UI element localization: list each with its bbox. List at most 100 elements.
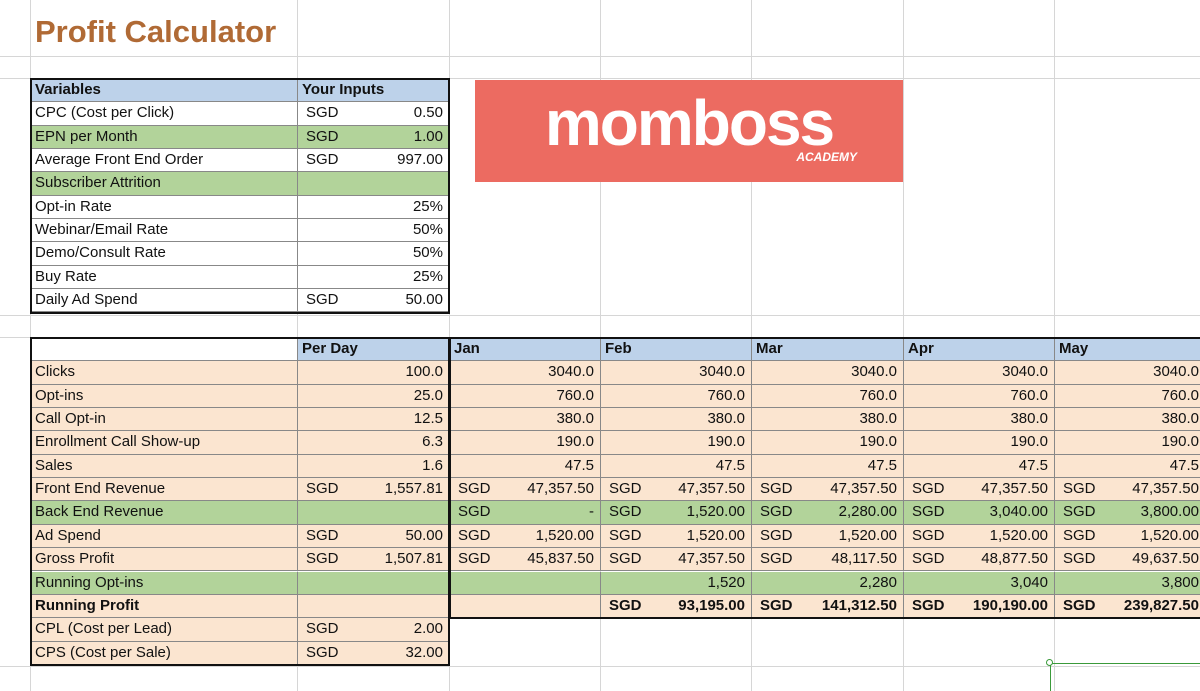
data-cell[interactable]: 380.0	[752, 408, 904, 432]
data-cell[interactable]: SGD 1,520.00	[601, 524, 752, 549]
data-cell[interactable]: SGD 2,280.00	[752, 501, 904, 525]
data-cell[interactable]: SGD 1,520.00	[752, 524, 904, 549]
data-cell[interactable]: 47.5	[601, 454, 752, 479]
data-cell[interactable]: SGD 3,040.00	[904, 501, 1055, 525]
data-cell[interactable]: 47.5	[904, 454, 1055, 479]
row-label: Front End Revenue	[31, 478, 298, 502]
data-cell[interactable]: 760.0	[601, 384, 752, 409]
data-cell[interactable]: 3040.0	[450, 361, 601, 385]
currency-label: SGD	[306, 620, 339, 638]
data-cell[interactable]: 380.0	[450, 408, 601, 432]
data-cell[interactable]: 1,520	[601, 571, 752, 595]
cell-value: 47.5	[1169, 456, 1199, 474]
data-cell[interactable]: SGD 47,357.50	[450, 478, 601, 502]
currency-label: SGD	[609, 550, 642, 568]
data-cell[interactable]: 380.0	[601, 408, 752, 432]
data-cell[interactable]: 47.5	[450, 454, 601, 479]
data-cell[interactable]: 3040.0	[904, 361, 1055, 385]
currency-label: SGD	[306, 550, 339, 568]
data-cell[interactable]: 3040.0	[752, 361, 904, 385]
cell-value: 3,800	[1161, 573, 1199, 591]
variable-input[interactable]: SGD 50.00	[298, 289, 450, 313]
data-cell[interactable]: 2,280	[752, 571, 904, 595]
data-cell[interactable]: SGD 190,190.00	[904, 594, 1055, 619]
selection-handle[interactable]	[1046, 659, 1053, 666]
cell-value: 1,520.00	[535, 526, 594, 544]
data-cell[interactable]: SGD 1,520.00	[450, 524, 601, 549]
data-cell[interactable]: 760.0	[450, 384, 601, 409]
data-cell[interactable]: SGD 48,877.50	[904, 548, 1055, 572]
data-cell[interactable]: SGD 2.00	[298, 618, 450, 642]
data-cell[interactable]: 190.0	[601, 431, 752, 455]
row-label: Running Opt-ins	[31, 571, 298, 595]
cell-value: 760.0	[859, 386, 897, 404]
cell-value: 997.00	[397, 151, 443, 169]
data-cell[interactable]	[450, 571, 601, 595]
data-cell[interactable]: SGD 1,520.00	[904, 524, 1055, 549]
data-cell[interactable]: 3,800	[1055, 571, 1200, 595]
data-cell[interactable]: 760.0	[904, 384, 1055, 409]
variable-input[interactable]: 50%	[298, 219, 450, 243]
data-cell[interactable]: SGD 32.00	[298, 641, 450, 665]
data-cell[interactable]	[298, 594, 450, 619]
data-cell[interactable]: 6.3	[298, 431, 450, 455]
data-cell[interactable]: 3,040	[904, 571, 1055, 595]
data-cell[interactable]: 47.5	[1055, 454, 1200, 479]
data-cell[interactable]: SGD 47,357.50	[904, 478, 1055, 502]
variable-input[interactable]: 25%	[298, 195, 450, 220]
data-cell[interactable]: SGD 141,312.50	[752, 594, 904, 619]
data-cell[interactable]: 25.0	[298, 384, 450, 409]
data-cell[interactable]: 190.0	[904, 431, 1055, 455]
variable-input[interactable]: 25%	[298, 265, 450, 290]
data-cell[interactable]: 190.0	[752, 431, 904, 455]
data-cell[interactable]: 760.0	[752, 384, 904, 409]
data-cell[interactable]: SGD 93,195.00	[601, 594, 752, 619]
data-cell[interactable]: SGD 49,637.50	[1055, 548, 1200, 572]
data-cell[interactable]: 190.0	[450, 431, 601, 455]
cell-value: 1,520.00	[989, 526, 1048, 544]
data-cell[interactable]: 380.0	[904, 408, 1055, 432]
data-cell[interactable]	[298, 501, 450, 525]
data-cell[interactable]: 47.5	[752, 454, 904, 479]
cell-value: 93,195.00	[678, 596, 745, 614]
variable-input[interactable]: SGD 0.50	[298, 102, 450, 126]
data-cell[interactable]: 1.6	[298, 454, 450, 479]
cell-value: 50.00	[405, 291, 443, 309]
variable-input[interactable]	[298, 172, 450, 196]
data-cell[interactable]	[450, 594, 601, 619]
data-cell[interactable]: SGD 1,507.81	[298, 548, 450, 572]
data-cell[interactable]: SGD -	[450, 501, 601, 525]
cell-value: 380.0	[707, 410, 745, 428]
data-cell[interactable]: 190.0	[1055, 431, 1200, 455]
cell-value: 48,117.50	[831, 550, 897, 568]
currency-label: SGD	[609, 480, 642, 498]
variable-input[interactable]: SGD 997.00	[298, 149, 450, 173]
data-cell[interactable]: SGD 45,837.50	[450, 548, 601, 572]
data-cell[interactable]: SGD 47,357.50	[1055, 478, 1200, 502]
cell-value: 47,357.50	[830, 480, 897, 498]
data-cell[interactable]: SGD 47,357.50	[752, 478, 904, 502]
data-cell[interactable]: SGD 47,357.50	[601, 548, 752, 572]
variable-input[interactable]: SGD 1.00	[298, 125, 450, 150]
data-cell[interactable]: SGD 1,557.81	[298, 478, 450, 502]
data-cell[interactable]: SGD 239,827.50	[1055, 594, 1200, 619]
data-cell[interactable]	[298, 571, 450, 595]
cell-value: 25.0	[413, 386, 443, 404]
data-cell[interactable]: 760.0	[1055, 384, 1200, 409]
data-cell[interactable]: SGD 47,357.50	[601, 478, 752, 502]
data-cell[interactable]: SGD 50.00	[298, 524, 450, 549]
data-cell[interactable]: SGD 3,800.00	[1055, 501, 1200, 525]
column-header-may: May	[1055, 338, 1200, 362]
data-cell[interactable]: 12.5	[298, 408, 450, 432]
currency-label: SGD	[1063, 480, 1096, 498]
cell-value: 48,877.50	[981, 550, 1048, 568]
data-cell[interactable]: SGD 1,520.00	[601, 501, 752, 525]
data-cell[interactable]: 3040.0	[1055, 361, 1200, 385]
data-cell[interactable]: SGD 1,520.00	[1055, 524, 1200, 549]
variable-input[interactable]: 50%	[298, 242, 450, 266]
data-cell[interactable]: 100.0	[298, 361, 450, 385]
data-cell[interactable]: 380.0	[1055, 408, 1200, 432]
data-cell[interactable]: SGD 48,117.50	[752, 548, 904, 572]
row-label: Ad Spend	[31, 524, 298, 549]
data-cell[interactable]: 3040.0	[601, 361, 752, 385]
